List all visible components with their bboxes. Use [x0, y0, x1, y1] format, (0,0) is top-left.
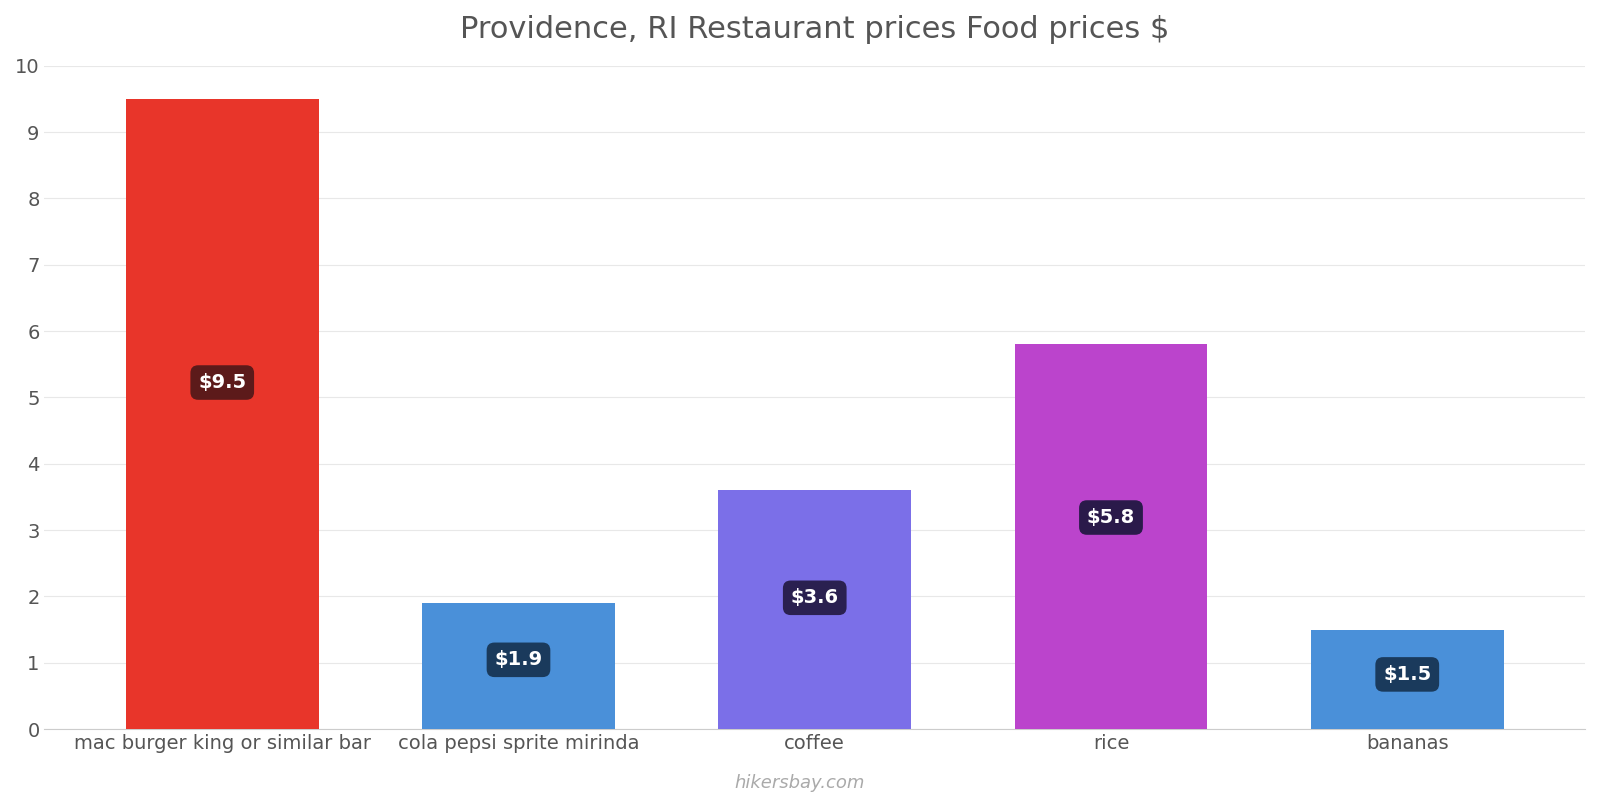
- Text: $5.8: $5.8: [1086, 508, 1134, 527]
- Text: hikersbay.com: hikersbay.com: [734, 774, 866, 792]
- Bar: [1014, 344, 1208, 729]
- Bar: [422, 603, 614, 729]
- Text: $1.9: $1.9: [494, 650, 542, 670]
- Text: $1.5: $1.5: [1382, 665, 1432, 684]
- Bar: [1310, 630, 1504, 729]
- Text: $3.6: $3.6: [790, 588, 838, 607]
- Bar: [126, 99, 318, 729]
- Bar: [718, 490, 910, 729]
- Text: $9.5: $9.5: [198, 373, 246, 392]
- Title: Providence, RI Restaurant prices Food prices $: Providence, RI Restaurant prices Food pr…: [461, 15, 1170, 44]
